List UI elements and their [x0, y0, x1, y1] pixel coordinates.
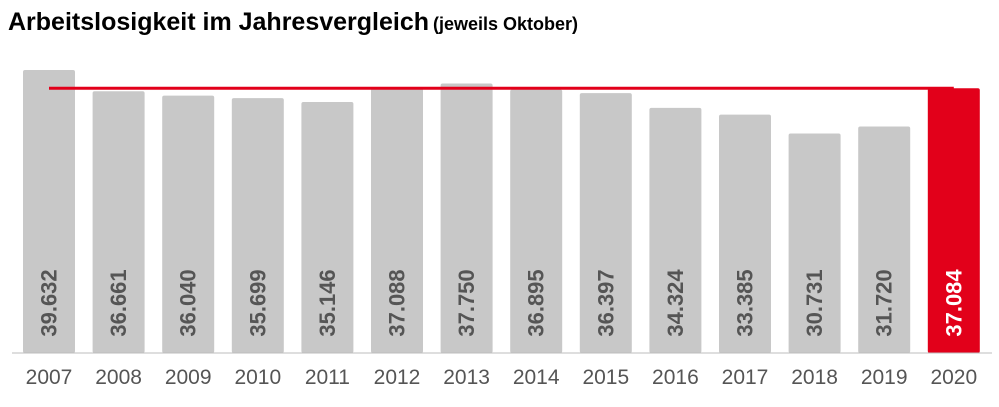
- value-labels-group: 39.632 36.661 36.040 35.699 35.146 37.088 37.7…: [37, 269, 967, 337]
- value-label-2014: 36.895: [524, 269, 549, 336]
- x-tick-2013: 2013: [443, 366, 490, 389]
- x-tick-2017: 2017: [722, 366, 769, 389]
- value-label-2008: 36.661: [106, 269, 131, 336]
- value-label-2020: 37.084: [941, 269, 966, 337]
- x-tick-2020: 2020: [930, 366, 977, 389]
- chart-subtitle: (jeweils Oktober): [433, 14, 579, 34]
- bar-2008: [92, 91, 145, 354]
- bar-2017: [719, 114, 771, 354]
- value-label-2009: 36.040: [176, 269, 201, 336]
- value-label-2007: 39.632: [37, 269, 62, 336]
- x-tick-2011: 2011: [305, 366, 350, 389]
- bar-2013: [440, 83, 493, 354]
- bar-2012: [371, 88, 423, 353]
- x-tick-2016: 2016: [652, 366, 699, 389]
- bar-2019: [858, 126, 911, 353]
- x-tick-2008: 2008: [95, 366, 142, 389]
- x-tick-2018: 2018: [791, 366, 838, 389]
- x-tick-2007: 2007: [26, 366, 73, 389]
- value-label-2013: 37.750: [454, 269, 479, 336]
- bar-2018: [788, 133, 841, 353]
- chart-title-text: Arbeitslosigkeit im Jahresvergleich: [8, 8, 430, 36]
- value-label-2017: 33.385: [733, 269, 758, 336]
- bar-2010: [231, 98, 284, 353]
- bar-2016: [649, 107, 702, 354]
- value-label-2011: 35.146: [315, 269, 340, 336]
- bar-2007: [23, 70, 75, 353]
- chart-title: Arbeitslosigkeit im Jahresvergleich (jewe…: [8, 8, 578, 37]
- value-label-2018: 30.731: [802, 269, 827, 336]
- x-tick-2009: 2009: [165, 366, 212, 389]
- bar-2014: [510, 89, 563, 354]
- value-label-2016: 34.324: [663, 269, 688, 337]
- x-tick-2010: 2010: [234, 366, 281, 389]
- bar-2020: [927, 88, 980, 353]
- x-tick-labels-group: 2007 2008 2009 2010 2011 2012 2013 2014 2015 2016…: [26, 366, 978, 389]
- bar-2015: [579, 93, 632, 353]
- x-tick-2014: 2014: [513, 366, 560, 389]
- x-tick-2015: 2015: [582, 366, 629, 389]
- value-label-2012: 37.088: [385, 269, 410, 336]
- bar-2011: [301, 102, 354, 353]
- value-label-2015: 36.397: [593, 269, 618, 336]
- value-label-2010: 35.699: [245, 269, 270, 336]
- bars-group: [23, 70, 980, 354]
- value-label-2019: 31.720: [872, 269, 897, 336]
- x-tick-2019: 2019: [861, 366, 908, 389]
- x-tick-2012: 2012: [374, 366, 421, 389]
- bar-2009: [162, 95, 215, 353]
